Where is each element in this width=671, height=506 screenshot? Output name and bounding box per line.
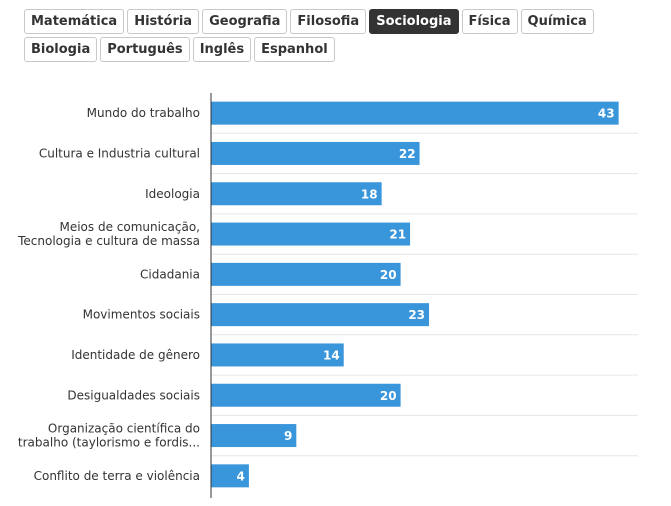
bar [211,424,297,448]
bar [211,101,619,125]
tab-sociologia[interactable]: Sociologia [369,9,459,34]
data-label: 4 [237,469,245,483]
data-label: 23 [408,308,425,322]
tab-quimica[interactable]: Química [520,9,594,34]
bar [211,464,249,488]
tab-espanhol[interactable]: Espanhol [254,37,335,62]
bar [211,303,430,327]
tab-geografia[interactable]: Geografia [202,9,288,34]
data-label: 18 [361,187,378,201]
bar [211,182,382,206]
subject-tabs-row-2: Biologia Português Inglês Espanhol [24,37,604,62]
tab-filosofia[interactable]: Filosofia [290,9,367,34]
subject-tabs-row-1: Matemática História Geografia Filosofia … [24,9,604,34]
data-label: 20 [380,268,397,282]
data-label: 20 [380,389,397,403]
category-label: Meios de comunicação, Tecnologia e cultur… [17,220,200,248]
data-label: 43 [598,107,615,121]
bar [211,383,401,407]
category-label: Organização científica do trabalho (taylo… [18,422,200,450]
category-label: Cidadania [140,267,200,281]
category-label: Cultura e Industria cultural [39,146,200,160]
category-label: Conflito de terra e violência [34,469,200,483]
data-label: 21 [389,228,406,242]
category-label: Identidade de gênero [71,348,200,362]
tab-fisica[interactable]: Física [461,9,518,34]
category-label: Ideologia [145,187,200,201]
data-label: 9 [284,429,292,443]
tab-ingles[interactable]: Inglês [192,37,252,62]
tab-matematica[interactable]: Matemática [24,9,125,34]
bar [211,141,420,165]
bar [211,343,344,367]
tab-historia[interactable]: História [127,9,200,34]
data-label: 22 [399,147,416,161]
bar [211,262,401,286]
category-label: Mundo do trabalho [87,106,200,120]
category-label: Desigualdades sociais [67,388,200,402]
category-label: Movimentos sociais [83,308,200,322]
bar [211,222,411,246]
tab-biologia[interactable]: Biologia [24,37,98,62]
subject-tabs: Matemática História Geografia Filosofia … [24,9,604,65]
data-label: 14 [323,348,340,362]
tab-portugues[interactable]: Português [100,37,190,62]
